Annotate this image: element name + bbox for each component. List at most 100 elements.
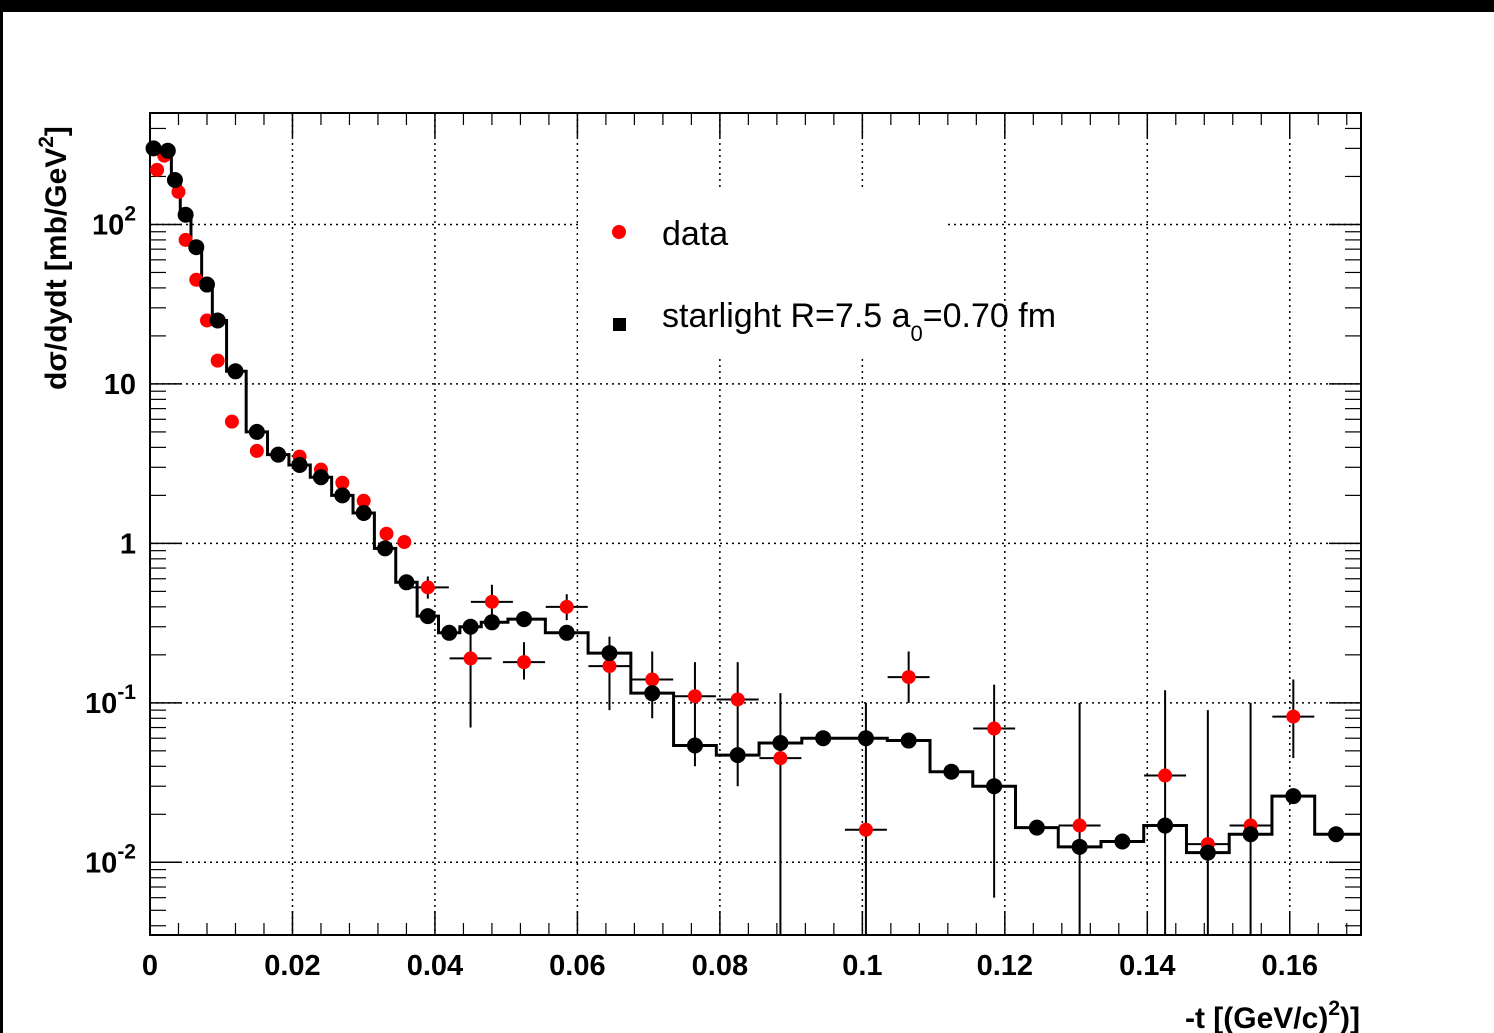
legend-box xyxy=(578,188,948,358)
data-point xyxy=(1072,818,1087,833)
legend-starlight-subscript: 0 xyxy=(911,321,923,346)
legend-starlight-marker xyxy=(613,318,626,331)
starlight-point xyxy=(943,763,960,780)
data-point xyxy=(150,162,165,177)
starlight-point xyxy=(145,140,162,157)
starlight-point xyxy=(1157,817,1174,834)
legend-starlight-text-1: starlight R=7.5 a xyxy=(662,297,911,335)
x-tick-labels: 0 0.02 0.04 0.06 0.08 0.1 0.12 0.14 0.16 xyxy=(142,950,1318,982)
starlight-point xyxy=(558,624,575,641)
data-point xyxy=(516,655,531,670)
starlight-point xyxy=(1242,826,1259,843)
starlight-step-line xyxy=(150,146,1361,855)
data-point xyxy=(1158,768,1173,783)
x-axis-title: -t [(GeV/c)2)] xyxy=(1185,997,1360,1033)
starlight-point xyxy=(857,730,874,747)
starlight-point xyxy=(441,624,458,641)
legend-data-label: data xyxy=(662,215,728,253)
data-point xyxy=(602,659,617,674)
y-tick-label: 1 xyxy=(120,528,136,560)
data-point xyxy=(773,751,788,766)
y-tick-base: 10 xyxy=(85,847,117,879)
y-tick-base: 1 xyxy=(120,528,136,560)
starlight-point xyxy=(1071,838,1088,855)
starlight-point xyxy=(355,505,372,522)
starlight-point xyxy=(515,611,532,628)
plot-frame xyxy=(149,112,1362,936)
starlight-point xyxy=(644,685,661,702)
x-tick-label: 0.08 xyxy=(692,950,748,982)
data-point xyxy=(901,670,916,685)
data-point xyxy=(559,599,574,614)
starlight-series xyxy=(145,140,1345,861)
starlight-point xyxy=(1028,819,1045,836)
starlight-point xyxy=(686,737,703,754)
x-tick-label: 0.02 xyxy=(264,950,320,982)
y-tick-exponent: -2 xyxy=(117,840,136,863)
data-point xyxy=(463,651,478,666)
y-tick-base: 10 xyxy=(92,209,124,241)
x-tick-label: 0.04 xyxy=(407,950,463,982)
starlight-point xyxy=(419,608,436,625)
data-point xyxy=(178,232,193,247)
starlight-point xyxy=(227,363,244,380)
legend-starlight-text-2: =0.70 fm xyxy=(923,297,1056,335)
starlight-point xyxy=(334,487,351,504)
x-axis-title-sup: 2 xyxy=(1328,997,1340,1020)
starlight-point xyxy=(900,732,917,749)
data-point xyxy=(171,184,186,199)
starlight-point xyxy=(377,540,394,557)
x-tick-label: 0.06 xyxy=(549,950,605,982)
x-tick-label: 0 xyxy=(142,950,158,982)
starlight-point xyxy=(1199,844,1216,861)
y-tick-label: 10-2 xyxy=(85,840,136,879)
data-point xyxy=(224,414,239,429)
y-tick-base: 10 xyxy=(85,688,117,720)
data-point xyxy=(687,689,702,704)
y-axis-title-sup: 2 xyxy=(35,136,58,148)
legend: data starlight R=7.5 a0=0.70 fm xyxy=(612,215,1056,346)
starlight-point xyxy=(312,469,329,486)
starlight-point xyxy=(177,206,194,223)
starlight-point xyxy=(188,239,205,256)
data-point xyxy=(1286,709,1301,724)
legend-starlight-label: starlight R=7.5 a0=0.70 fm xyxy=(662,297,1056,346)
data-point xyxy=(484,594,499,609)
data-point xyxy=(335,475,350,490)
y-tick-label: 102 xyxy=(92,202,136,241)
window-top-bar xyxy=(0,0,1494,12)
starlight-point xyxy=(270,446,287,463)
data-point xyxy=(420,580,435,595)
data-point xyxy=(987,721,1002,736)
starlight-point xyxy=(291,457,308,474)
data-point xyxy=(730,692,745,707)
data-point xyxy=(356,493,371,508)
y-tick-exponent: -1 xyxy=(117,681,136,704)
starlight-point xyxy=(166,172,183,189)
starlight-point xyxy=(209,312,226,329)
starlight-point xyxy=(601,645,618,662)
axis-ticks xyxy=(149,112,1361,935)
window-left-edge xyxy=(0,12,3,1033)
y-tick-label: 10 xyxy=(104,369,136,401)
starlight-histogram xyxy=(150,146,1361,855)
starlight-point xyxy=(1328,826,1345,843)
y-tick-exponent: 2 xyxy=(124,202,136,225)
data-point xyxy=(397,535,412,550)
starlight-point xyxy=(483,614,500,631)
starlight-point xyxy=(198,276,215,293)
x-axis-title-end: )] xyxy=(1340,1002,1360,1033)
data-point xyxy=(645,672,660,687)
starlight-point xyxy=(729,747,746,764)
x-axis-title-main: -t [(GeV/c) xyxy=(1185,1002,1328,1033)
data-series xyxy=(150,148,1315,935)
legend-data-marker xyxy=(612,225,626,239)
starlight-point xyxy=(1285,788,1302,805)
y-axis-title-end: ] xyxy=(40,126,73,136)
data-point xyxy=(379,526,394,541)
data-point xyxy=(858,822,873,837)
starlight-point xyxy=(398,574,415,591)
starlight-point xyxy=(986,778,1003,795)
data-point xyxy=(210,353,225,368)
